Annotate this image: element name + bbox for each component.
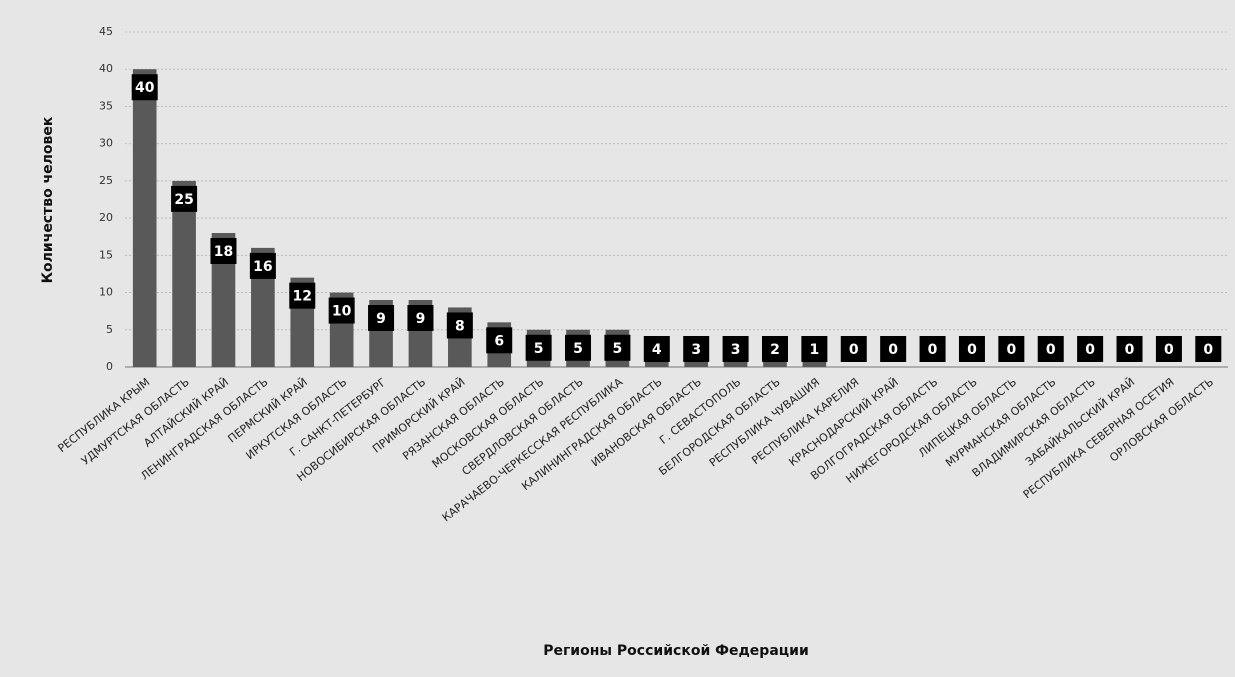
value-label: 0 [1125,342,1135,358]
value-label-box [1116,336,1143,362]
value-label-box [565,334,592,361]
value-label: 0 [1085,342,1095,358]
value-label: 0 [1006,342,1016,358]
value-label: 0 [928,342,938,358]
value-label: 18 [214,244,233,260]
value-label-box [328,297,355,324]
value-label: 9 [416,311,426,327]
y-tick-label: 30 [99,137,113,150]
y-tick-label: 20 [99,211,113,224]
value-label: 0 [1164,342,1174,358]
value-label: 0 [1203,342,1213,358]
value-label-box [919,336,946,362]
value-label-box [210,238,237,264]
value-label-box [1077,336,1104,362]
value-label: 8 [455,318,465,334]
value-label-box [722,336,749,362]
value-label: 9 [376,311,386,327]
value-label-box [368,305,395,331]
value-label-box [998,336,1025,362]
bar [802,359,827,367]
value-label-box [880,336,907,362]
value-label: 3 [731,342,741,358]
bar [172,180,196,367]
y-tick-label: 10 [99,286,113,299]
value-label-box [643,336,670,362]
y-tick-label: 25 [99,174,113,187]
bar [132,69,157,367]
value-label-box [486,327,513,354]
y-tick-label: 5 [106,323,113,336]
value-label: 2 [770,342,780,358]
value-label-box [446,312,473,339]
value-label: 5 [613,341,623,357]
y-axis-title: Количество человек [40,116,56,283]
value-label-box [525,334,552,361]
value-label: 40 [135,80,155,96]
value-label: 3 [691,342,701,358]
value-label-box [604,334,631,361]
value-label: 16 [253,259,272,275]
value-label-box [840,336,867,362]
value-label-box [249,252,276,279]
y-tick-label: 35 [99,99,113,112]
y-tick-label: 40 [99,62,113,75]
value-label: 6 [494,333,504,349]
value-label-box [407,305,434,331]
value-label-box [801,336,828,362]
value-label: 25 [174,192,193,208]
value-label: 5 [534,341,544,357]
value-label-box [1037,336,1064,362]
y-tick-label: 0 [106,360,113,373]
y-tick-label: 45 [99,25,113,38]
y-tick-label: 15 [99,248,113,261]
value-label-box [1155,336,1182,362]
value-label: 10 [332,304,352,320]
value-label-box [761,336,788,362]
value-label: 4 [652,342,662,358]
value-label-box [289,282,316,309]
value-label: 5 [573,341,583,357]
value-label: 12 [293,289,312,305]
value-label-box [171,185,198,212]
value-label-box [683,336,710,362]
value-label: 0 [888,342,898,358]
value-label-box [958,336,985,362]
value-label: 1 [810,342,820,358]
bar [211,233,236,367]
value-label: 0 [849,342,859,358]
value-label-box [131,74,158,101]
x-tick-label: КАРАЧАЕВО-ЧЕРКЕССКАЯ РЕСПУБЛИКА [440,375,626,524]
x-axis-title: Регионы Российской Федерации [543,643,809,659]
value-label: 0 [967,342,977,358]
value-label-box [1195,336,1222,362]
value-label: 0 [1046,342,1056,358]
